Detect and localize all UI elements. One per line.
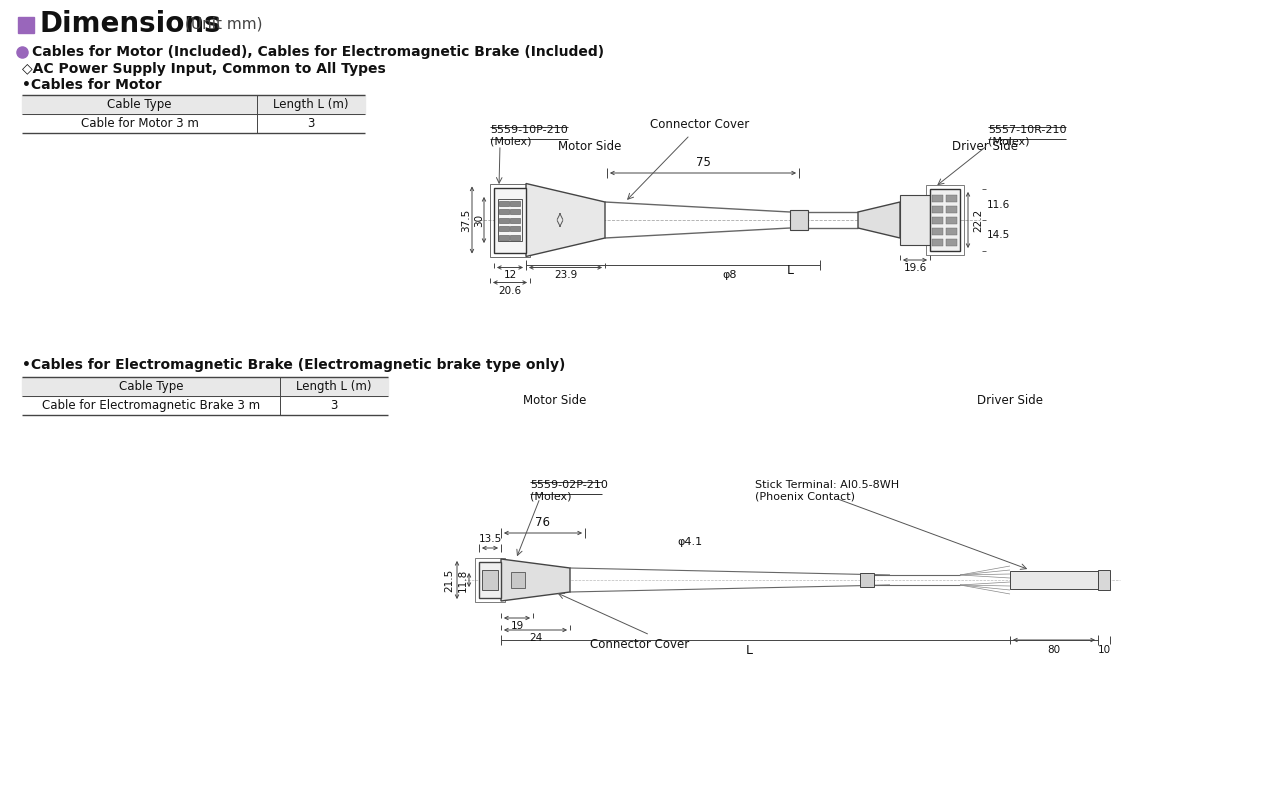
Text: •Cables for Motor: •Cables for Motor bbox=[22, 78, 161, 92]
Bar bbox=[509, 235, 520, 239]
Text: 12: 12 bbox=[503, 270, 517, 281]
Bar bbox=[509, 200, 520, 205]
Text: 3: 3 bbox=[330, 399, 338, 412]
Text: 76: 76 bbox=[535, 517, 550, 529]
Text: 30: 30 bbox=[474, 213, 484, 227]
Bar bbox=[900, 195, 931, 245]
Text: 37.5: 37.5 bbox=[461, 208, 471, 231]
Text: Connector Cover: Connector Cover bbox=[650, 118, 750, 131]
Bar bbox=[932, 228, 943, 235]
Text: φ8: φ8 bbox=[723, 270, 737, 280]
Bar bbox=[475, 558, 506, 602]
Bar bbox=[931, 189, 960, 251]
Text: 75: 75 bbox=[695, 157, 710, 169]
Text: 11.8: 11.8 bbox=[458, 568, 468, 591]
Bar bbox=[22, 95, 365, 114]
Bar bbox=[18, 17, 35, 33]
Bar bbox=[479, 562, 500, 598]
Text: Cable Type: Cable Type bbox=[108, 98, 172, 111]
Bar bbox=[946, 239, 957, 246]
Text: 23.9: 23.9 bbox=[554, 270, 577, 281]
Text: 20.6: 20.6 bbox=[498, 285, 521, 296]
Text: Cable Type: Cable Type bbox=[119, 380, 183, 393]
Bar bbox=[860, 573, 874, 587]
Bar bbox=[925, 185, 964, 255]
Text: 11.6: 11.6 bbox=[987, 200, 1010, 210]
Text: φ4.1: φ4.1 bbox=[677, 537, 703, 547]
Text: L: L bbox=[746, 643, 753, 657]
Text: Cable for Motor 3 m: Cable for Motor 3 m bbox=[81, 117, 198, 130]
Bar bbox=[509, 226, 520, 231]
Text: Cables for Motor (Included), Cables for Electromagnetic Brake (Included): Cables for Motor (Included), Cables for … bbox=[32, 45, 604, 59]
Bar bbox=[932, 206, 943, 213]
Bar bbox=[509, 209, 520, 214]
Bar bbox=[932, 217, 943, 224]
Bar bbox=[790, 210, 808, 230]
Text: 22.2: 22.2 bbox=[973, 208, 983, 231]
Text: 24.3: 24.3 bbox=[502, 208, 512, 231]
Text: Dimensions: Dimensions bbox=[40, 10, 221, 38]
Text: Motor Side: Motor Side bbox=[524, 394, 586, 406]
Bar bbox=[511, 572, 525, 588]
Text: 19.6: 19.6 bbox=[904, 263, 927, 273]
Bar bbox=[932, 195, 943, 202]
Text: •Cables for Electromagnetic Brake (Electromagnetic brake type only): •Cables for Electromagnetic Brake (Elect… bbox=[22, 358, 566, 372]
Text: 19: 19 bbox=[511, 621, 524, 631]
Text: Cable for Electromagnetic Brake 3 m: Cable for Electromagnetic Brake 3 m bbox=[42, 399, 260, 412]
Text: 13.5: 13.5 bbox=[479, 534, 502, 544]
Bar bbox=[499, 218, 509, 223]
Text: 5559-02P-210
(Molex): 5559-02P-210 (Molex) bbox=[530, 480, 608, 502]
Text: 21.5: 21.5 bbox=[444, 568, 454, 591]
Text: 5557-10R-210
(Molex): 5557-10R-210 (Molex) bbox=[988, 125, 1066, 146]
Bar bbox=[1010, 571, 1098, 589]
Bar bbox=[946, 206, 957, 213]
Bar bbox=[946, 228, 957, 235]
Text: 5559-10P-210
(Molex): 5559-10P-210 (Molex) bbox=[490, 125, 568, 146]
Text: 24: 24 bbox=[529, 633, 543, 643]
Text: 10: 10 bbox=[1097, 645, 1111, 655]
Text: L: L bbox=[786, 263, 794, 277]
Text: 3: 3 bbox=[307, 117, 315, 130]
Bar bbox=[498, 199, 522, 241]
Polygon shape bbox=[526, 184, 605, 257]
Bar bbox=[1098, 570, 1110, 590]
Text: Length L (m): Length L (m) bbox=[296, 380, 371, 393]
Text: Length L (m): Length L (m) bbox=[273, 98, 348, 111]
Text: 80: 80 bbox=[1047, 645, 1061, 655]
Text: Connector Cover: Connector Cover bbox=[590, 638, 690, 651]
Bar bbox=[946, 217, 957, 224]
Bar bbox=[946, 195, 957, 202]
Bar bbox=[483, 570, 498, 590]
Text: Driver Side: Driver Side bbox=[977, 394, 1043, 406]
Bar bbox=[490, 184, 530, 257]
Polygon shape bbox=[858, 202, 900, 238]
Text: Driver Side: Driver Side bbox=[952, 141, 1018, 153]
Text: ◇AC Power Supply Input, Common to All Types: ◇AC Power Supply Input, Common to All Ty… bbox=[22, 62, 385, 76]
Bar bbox=[499, 209, 509, 214]
Text: Motor Side: Motor Side bbox=[558, 141, 622, 153]
Bar bbox=[494, 188, 526, 253]
Text: 14.5: 14.5 bbox=[987, 231, 1010, 241]
Bar bbox=[499, 235, 509, 239]
Bar bbox=[499, 200, 509, 205]
Bar bbox=[509, 218, 520, 223]
Bar bbox=[22, 377, 388, 396]
Bar bbox=[932, 239, 943, 246]
Text: (Unit mm): (Unit mm) bbox=[186, 17, 262, 32]
Text: Stick Terminal: AI0.5-8WH
(Phoenix Contact): Stick Terminal: AI0.5-8WH (Phoenix Conta… bbox=[755, 480, 899, 502]
Bar bbox=[499, 226, 509, 231]
Polygon shape bbox=[500, 559, 570, 601]
